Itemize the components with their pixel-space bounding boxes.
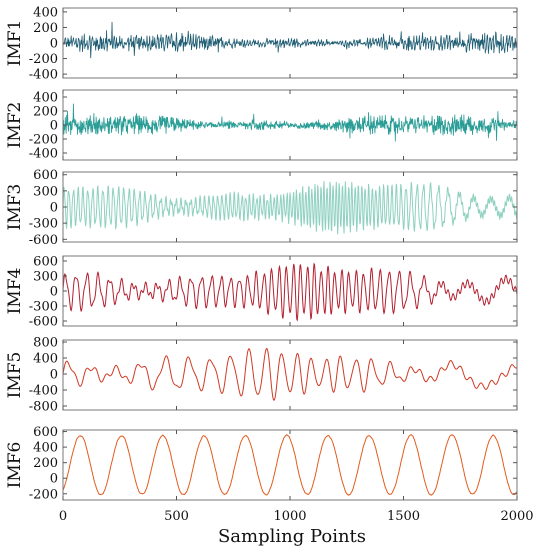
y-tick-label: -600 [29, 315, 58, 330]
panel-frame [62, 429, 518, 501]
y-tick-label: 0 [50, 201, 58, 216]
x-tick-label: 500 [164, 509, 189, 524]
y-tick-label: 600 [33, 425, 58, 440]
y-axis-label-imf4: IMF4 [5, 268, 25, 315]
y-tick-label: -800 [29, 400, 58, 415]
y-tick-label: 0 [50, 472, 58, 487]
y-axis-label-imf5: IMF5 [5, 352, 25, 399]
series-imf4 [62, 262, 518, 322]
y-tick-label: 0 [50, 37, 58, 52]
y-tick-label: 800 [33, 336, 58, 351]
y-tick-label: 200 [33, 456, 58, 471]
y-tick-label: 200 [33, 21, 58, 36]
series-imf2 [62, 103, 518, 142]
panel-frame [62, 339, 518, 411]
y-axis-label-imf3: IMF3 [5, 184, 25, 231]
series-imf6 [62, 433, 518, 496]
x-tick-label: 1500 [387, 509, 420, 524]
y-tick-label: -300 [29, 300, 58, 315]
y-tick-label: -400 [29, 147, 58, 162]
x-tick-label: 0 [59, 509, 67, 524]
panel-frame [62, 171, 518, 243]
y-tick-label: -400 [29, 68, 58, 83]
y-axis-label-imf2: IMF2 [5, 102, 25, 149]
y-tick-label: -200 [29, 487, 58, 502]
y-tick-label: 400 [33, 352, 58, 367]
y-tick-label: 0 [50, 285, 58, 300]
y-tick-label: -400 [29, 384, 58, 399]
y-tick-label: 400 [33, 5, 58, 20]
y-tick-label: 600 [33, 168, 58, 183]
series-imf3 [62, 180, 518, 235]
y-tick-label: -600 [29, 233, 58, 248]
y-tick-label: 600 [33, 255, 58, 270]
y-tick-label: 400 [33, 91, 58, 106]
x-tick-label: 2000 [500, 509, 533, 524]
y-tick-label: -200 [29, 133, 58, 148]
panels: 4002000-200-400IMF14002000-200-400IMF260… [5, 5, 518, 502]
series-imf1 [62, 21, 518, 59]
y-tick-label: 0 [50, 368, 58, 383]
x-axis: 0 500 1000 1500 2000 [59, 509, 534, 524]
y-tick-label: 200 [33, 105, 58, 120]
y-tick-label: 0 [50, 119, 58, 134]
y-axis-label-imf6: IMF6 [5, 442, 25, 489]
series-imf5 [62, 347, 518, 401]
y-tick-label: -200 [29, 52, 58, 67]
x-axis-label: Sampling Points [218, 526, 366, 547]
y-tick-label: -300 [29, 217, 58, 232]
x-tick-label: 1000 [273, 509, 306, 524]
y-tick-label: 300 [33, 270, 58, 285]
y-axis-label-imf1: IMF1 [5, 20, 25, 67]
y-tick-label: 300 [33, 184, 58, 199]
y-tick-label: 400 [33, 441, 58, 456]
